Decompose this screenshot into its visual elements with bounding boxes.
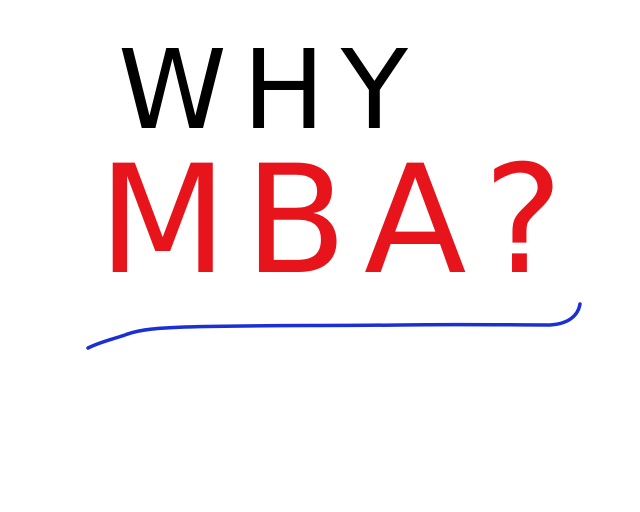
hand-lettered-word: WHY: [118, 26, 409, 154]
underline-stroke: [86, 302, 582, 350]
hand-lettered-word: MBA?: [98, 134, 563, 308]
